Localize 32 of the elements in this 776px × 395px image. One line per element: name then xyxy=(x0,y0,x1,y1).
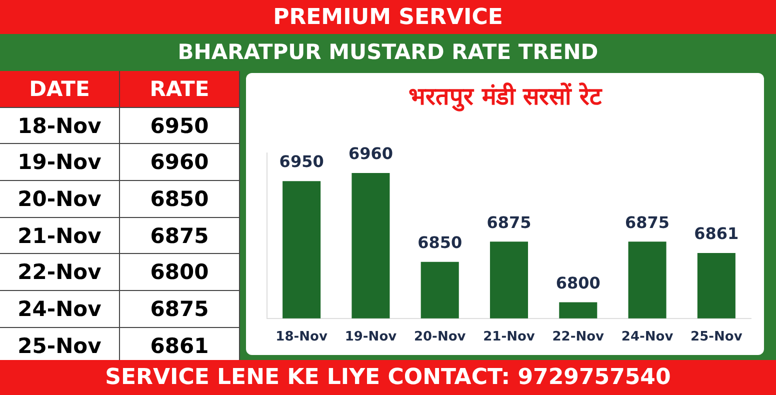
chart-title: भरतपुर मंडी सरसों रेट xyxy=(408,82,603,112)
category-label: 22-Nov xyxy=(0,254,120,290)
data-label: 6875 xyxy=(120,291,240,327)
text: PREMIUM SERVICE xyxy=(0,0,776,34)
data-label: 6875 xyxy=(625,212,670,232)
data-label: 6861 xyxy=(120,328,240,364)
x-tick-label: 21-Nov xyxy=(483,330,536,345)
data-label: 6850 xyxy=(418,233,462,252)
text: DATE xyxy=(0,71,120,107)
data-label: 6861 xyxy=(694,224,739,244)
text: RATE xyxy=(120,71,240,107)
data-label: 6875 xyxy=(120,218,240,254)
data-label: 6950 xyxy=(279,152,324,172)
data-label: 6800 xyxy=(556,273,600,292)
data-label: 6875 xyxy=(486,212,532,232)
x-tick-label: 18-Nov xyxy=(276,330,328,345)
data-label: 6960 xyxy=(348,144,393,164)
x-tick-label: 19-Nov xyxy=(344,330,398,345)
chart-subtitle: BHARATPUR MUSTARD RATE TREND xyxy=(0,35,776,69)
category-label: 21-Nov xyxy=(0,218,120,254)
data-label: 6850 xyxy=(120,181,240,217)
x-tick-label: 25-Nov xyxy=(690,330,743,345)
data-label: 6950 xyxy=(120,108,240,144)
x-tick-label: 20-Nov xyxy=(414,330,466,345)
data-label: 6960 xyxy=(120,144,240,180)
category-label: 19-Nov xyxy=(0,144,120,180)
category-label: 18-Nov xyxy=(0,108,120,144)
text: SERVICE LENE KE LIYE CONTACT: 9729757540 xyxy=(0,360,776,395)
x-tick-label: 22-Nov xyxy=(552,330,605,345)
data-label: 6800 xyxy=(120,254,240,290)
category-label: 20-Nov xyxy=(0,181,120,217)
x-tick-label: 24-Nov xyxy=(621,330,674,345)
